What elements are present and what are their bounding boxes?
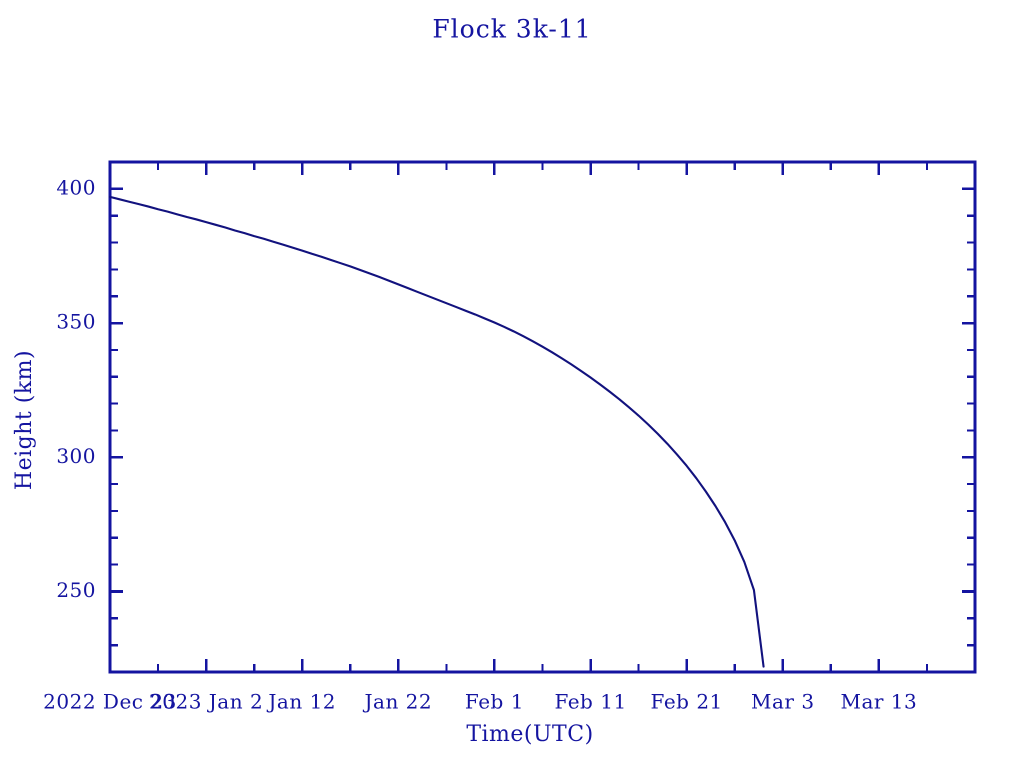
x-axis-ticks: [108, 162, 977, 672]
x-tick-label: Mar 3: [751, 690, 815, 714]
y-tick-label: 300: [56, 444, 96, 468]
x-tick-label: Feb 11: [554, 690, 626, 714]
x-tick-label: Feb 21: [651, 690, 723, 714]
plot-frame: [108, 160, 977, 674]
y-axis-tick-labels: 400 350 300 250: [56, 175, 96, 602]
y-axis-ticks: [110, 160, 975, 674]
height-decay-curve: [108, 195, 765, 668]
y-tick-label: 350: [56, 310, 96, 334]
x-tick-label: 2023 Jan 2: [149, 690, 263, 714]
x-tick-label: Feb 1: [465, 690, 524, 714]
y-tick-label: 250: [56, 578, 96, 602]
x-tick-label: Jan 12: [266, 690, 336, 714]
chart-title: Flock 3k-11: [432, 15, 591, 44]
y-tick-label: 400: [56, 175, 96, 199]
y-axis-title: Height (km): [12, 350, 37, 490]
x-axis-title: Time(UTC): [466, 722, 593, 747]
x-tick-label: Mar 13: [840, 690, 917, 714]
x-tick-label: 2022 Dec 23: [43, 690, 177, 714]
x-tick-label: Jan 22: [363, 690, 433, 714]
